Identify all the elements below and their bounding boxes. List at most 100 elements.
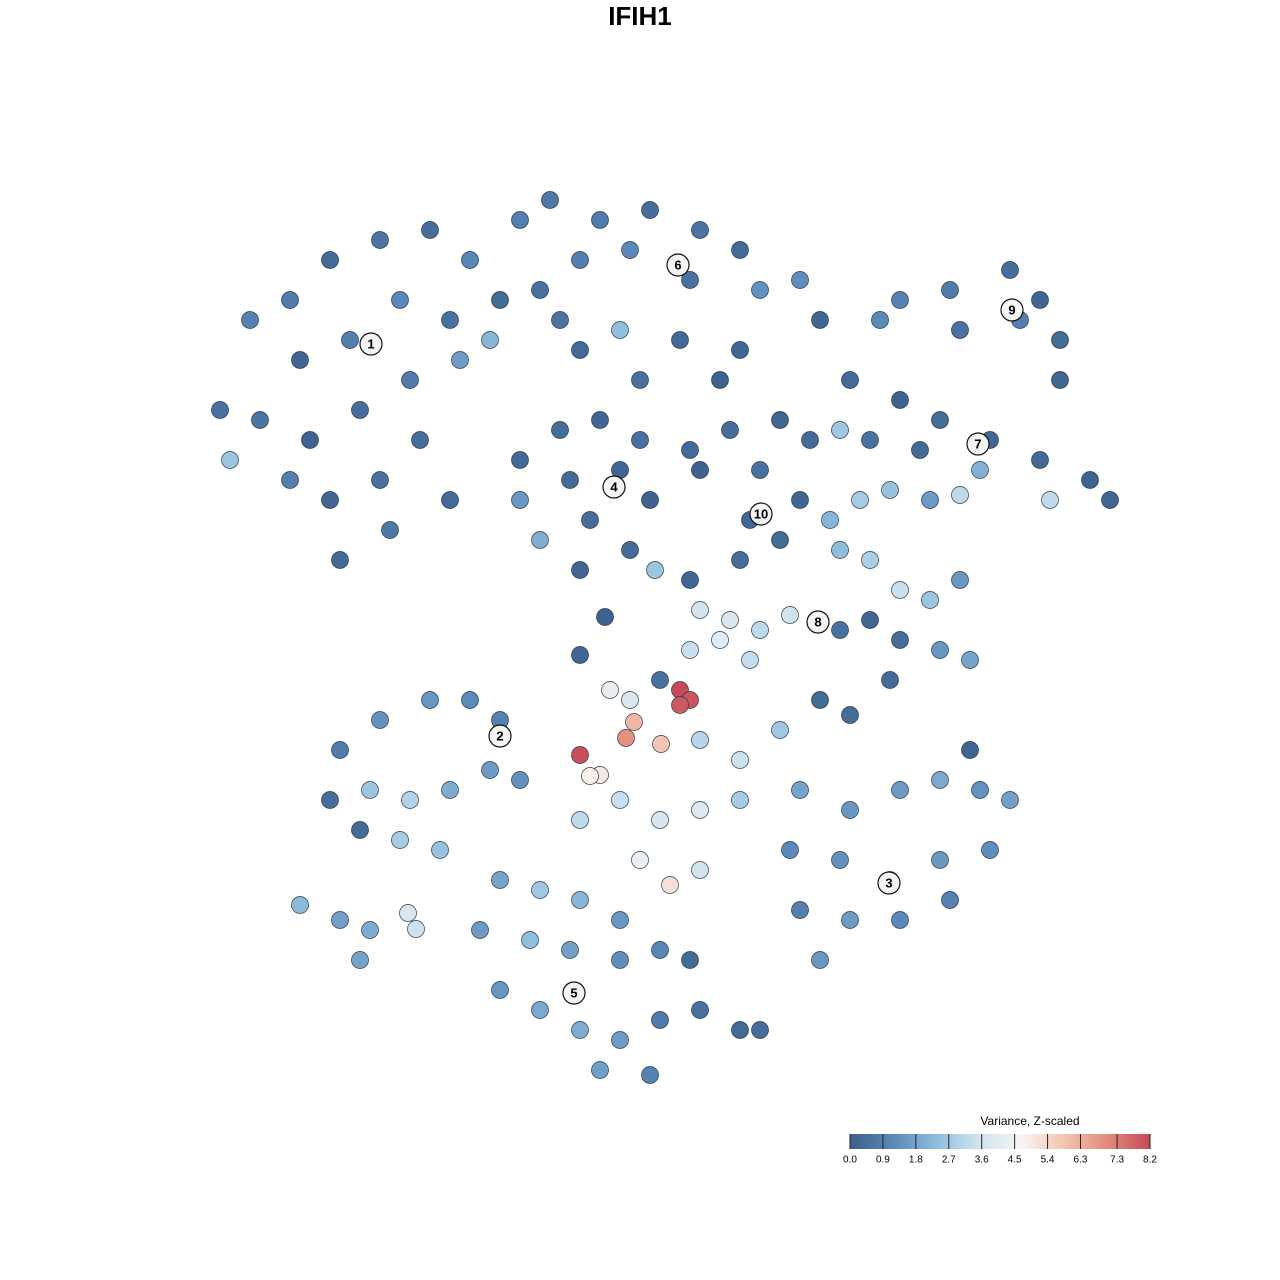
point [361,781,379,799]
point [841,706,859,724]
point [511,211,529,229]
point [571,561,589,579]
point [891,581,909,599]
cluster-label: 6 [674,257,681,272]
point [611,791,629,809]
point [331,911,349,929]
point [481,331,499,349]
point [721,611,739,629]
point [281,471,299,489]
cluster-label: 8 [814,614,821,629]
point [625,713,643,731]
colorbar-title: Variance, Z-scaled [980,1114,1079,1128]
colorbar-tick-label: 0.0 [843,1155,857,1166]
point [531,881,549,899]
point [821,511,839,529]
point [621,241,639,259]
colorbar-tick-label: 2.7 [942,1155,956,1166]
point [861,551,879,569]
point [331,741,349,759]
point [731,1021,749,1039]
point [401,371,419,389]
point [891,391,909,409]
point [911,441,929,459]
point [751,281,769,299]
point [671,331,689,349]
point [611,321,629,339]
point [491,871,509,889]
point [301,431,319,449]
point [831,541,849,559]
point [291,351,309,369]
point [531,531,549,549]
point [541,191,559,209]
point [801,431,819,449]
point [961,651,979,669]
point [731,341,749,359]
point [531,1001,549,1019]
point [751,621,769,639]
cluster-badge [877,871,901,895]
point [731,791,749,809]
point [731,551,749,569]
point [381,521,399,539]
colorbar-tick-label: 1.8 [909,1155,923,1166]
point [791,781,809,799]
point [921,491,939,509]
point [571,341,589,359]
point [561,471,579,489]
point [1081,471,1099,489]
point [591,1061,609,1079]
cluster-badge [562,981,586,1005]
point [711,371,729,389]
point [931,771,949,789]
point [931,851,949,869]
point [511,771,529,789]
point [871,311,889,329]
point [891,911,909,929]
point [651,811,669,829]
point [399,904,417,922]
point [1051,371,1069,389]
point [571,891,589,909]
point [281,291,299,309]
point [691,861,709,879]
point [511,491,529,509]
point [791,271,809,289]
point [691,1001,709,1019]
cluster-label: 7 [974,436,981,451]
point [691,801,709,819]
cluster-label: 2 [496,728,503,743]
point [961,741,979,759]
point [921,591,939,609]
point [731,241,749,259]
point [551,421,569,439]
point [291,896,309,914]
point [1031,291,1049,309]
point [971,461,989,479]
point [251,411,269,429]
point [652,735,670,753]
point [651,1011,669,1029]
cluster-label: 5 [570,985,577,1000]
point [571,251,589,269]
point [421,221,439,239]
cluster-badge [359,332,383,356]
point [791,491,809,509]
cluster-badge [1000,298,1024,322]
point [631,371,649,389]
point [951,486,969,504]
point [941,281,959,299]
point [651,941,669,959]
point [341,331,359,349]
point [221,451,239,469]
point [731,751,749,769]
point [781,841,799,859]
point [681,271,699,289]
point [1031,451,1049,469]
point [551,311,569,329]
point [611,1031,629,1049]
point [631,431,649,449]
point [811,691,829,709]
point [401,791,419,809]
